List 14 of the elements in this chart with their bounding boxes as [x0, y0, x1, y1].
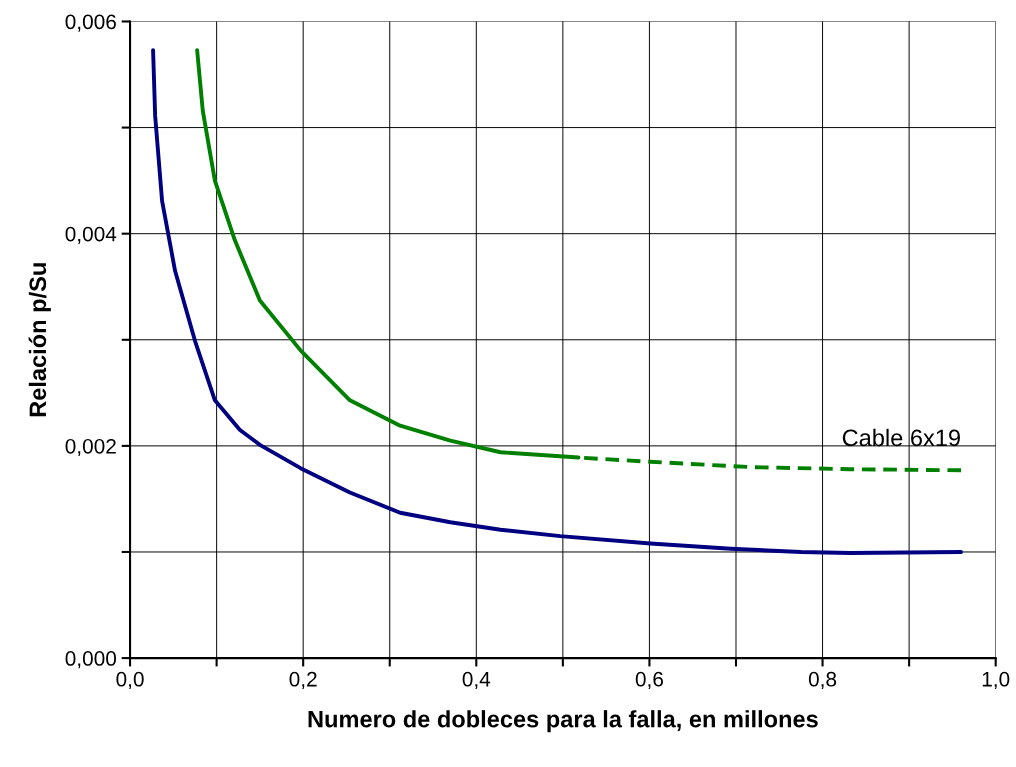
x-tick-label: 0,6	[635, 671, 663, 690]
x-axis-title: Numero de dobleces para la falla, en millones	[308, 710, 818, 733]
x-tick-label: 0,2	[289, 671, 317, 690]
x-tick-label: 0,8	[808, 671, 837, 690]
y-tick-label: 0,002	[65, 438, 116, 457]
y-axis-title: Relación p/Su	[28, 263, 51, 417]
y-tick-label: 0,006	[65, 14, 116, 32]
x-tick-label: 0,0	[116, 671, 144, 690]
x-tick-label: 0,4	[462, 671, 491, 690]
series-label: Cable 6x19	[842, 428, 960, 447]
line-series	[151, 48, 963, 555]
x-tick-label: 1,0	[982, 671, 1010, 690]
y-tick-label: 0,004	[65, 226, 117, 244]
y-tick-label: 0,000	[65, 651, 117, 669]
